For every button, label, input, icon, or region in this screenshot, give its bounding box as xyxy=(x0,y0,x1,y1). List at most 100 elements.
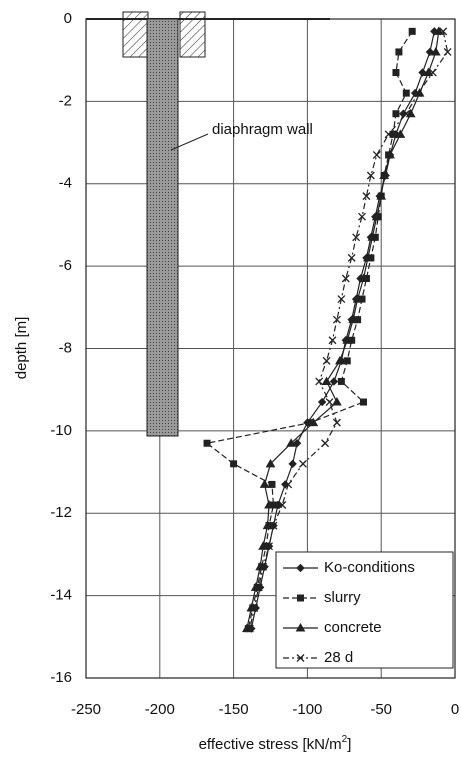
series xyxy=(242,26,444,633)
series xyxy=(203,27,416,633)
marker xyxy=(392,69,400,77)
marker xyxy=(284,480,293,489)
marker xyxy=(439,27,448,36)
y-tick-label: -6 xyxy=(59,257,72,274)
series xyxy=(245,27,452,633)
x-axis-label-sup: 2 xyxy=(342,734,348,745)
marker xyxy=(348,314,359,324)
x-axis-label-end: ] xyxy=(347,736,351,753)
marker xyxy=(258,541,268,550)
marker xyxy=(358,273,369,282)
marker xyxy=(395,129,406,138)
x-tick-label: 0 xyxy=(451,701,459,718)
marker xyxy=(362,192,371,201)
x-tick-label: -100 xyxy=(292,701,322,718)
x-tick-label: -150 xyxy=(219,701,249,718)
legend-label: 28 d xyxy=(324,649,353,666)
y-tick-label: -10 xyxy=(50,422,72,439)
marker xyxy=(332,418,341,427)
y-tick-label: 0 xyxy=(64,10,72,27)
marker xyxy=(363,252,373,262)
marker xyxy=(268,480,276,488)
legend: Ko-conditions slurry concrete 28 d xyxy=(275,551,454,669)
marker xyxy=(423,67,434,77)
marker xyxy=(296,654,305,662)
y-tick-label: -8 xyxy=(59,339,72,356)
marker xyxy=(254,583,263,592)
x-tick-label: -250 xyxy=(71,701,101,718)
marker xyxy=(325,398,334,407)
marker xyxy=(376,191,387,200)
marker xyxy=(250,604,259,612)
marker xyxy=(392,110,400,118)
marker xyxy=(278,501,287,509)
marker xyxy=(230,460,238,468)
y-tick-label: -12 xyxy=(50,504,72,521)
marker xyxy=(295,622,306,632)
marker xyxy=(329,377,339,386)
plot-area xyxy=(203,26,452,633)
series xyxy=(247,27,439,633)
y-tick-label: -4 xyxy=(59,175,72,192)
x-axis-label-main: effective stress [kN/m xyxy=(199,736,342,753)
marker xyxy=(371,211,382,221)
marker xyxy=(379,170,390,180)
marker xyxy=(328,336,337,345)
marker xyxy=(292,439,302,448)
marker xyxy=(288,459,297,469)
marker xyxy=(408,27,416,35)
series-line xyxy=(249,31,449,629)
marker xyxy=(297,594,304,602)
marker xyxy=(402,109,411,118)
marker xyxy=(414,89,423,98)
marker xyxy=(321,439,330,448)
marker xyxy=(342,335,353,344)
guide-wall xyxy=(122,11,149,58)
marker xyxy=(384,130,393,139)
marker xyxy=(366,171,375,180)
marker xyxy=(299,459,307,468)
marker xyxy=(332,397,342,406)
marker xyxy=(352,294,363,303)
marker xyxy=(264,500,274,509)
x-tick-label: -200 xyxy=(145,701,175,718)
structures: diaphragm wall xyxy=(86,11,330,437)
marker xyxy=(308,417,319,427)
marker xyxy=(259,562,268,571)
x-tick-label: -50 xyxy=(370,701,392,718)
legend-box xyxy=(275,551,454,669)
marker xyxy=(269,521,278,530)
marker xyxy=(296,563,305,573)
diaphragm-wall xyxy=(146,18,179,437)
marker xyxy=(358,212,366,221)
marker xyxy=(335,355,345,365)
marker xyxy=(341,274,350,283)
y-tick-label: -2 xyxy=(59,92,72,109)
legend-label: slurry xyxy=(324,589,361,606)
marker xyxy=(337,377,345,385)
marker xyxy=(321,376,332,385)
marker xyxy=(322,356,331,365)
marker xyxy=(428,68,437,77)
marker xyxy=(418,68,427,77)
marker xyxy=(385,149,395,159)
legend-label: concrete xyxy=(324,619,382,636)
marker xyxy=(315,377,324,386)
y-tick-label: -16 xyxy=(50,669,72,686)
marker xyxy=(389,130,397,138)
annotation: diaphragm wall xyxy=(212,121,313,138)
marker xyxy=(347,253,356,262)
marker xyxy=(337,295,346,304)
marker xyxy=(433,26,444,35)
marker xyxy=(262,520,273,530)
y-tick-label: -14 xyxy=(50,587,72,604)
marker xyxy=(265,542,273,551)
x-axis-label: effective stress [kN/m2] xyxy=(199,734,352,753)
marker xyxy=(317,397,327,407)
marker xyxy=(359,398,367,406)
y-axis-label: depth [m] xyxy=(13,317,30,380)
marker xyxy=(425,47,435,57)
marker xyxy=(332,315,341,324)
marker xyxy=(203,439,211,447)
